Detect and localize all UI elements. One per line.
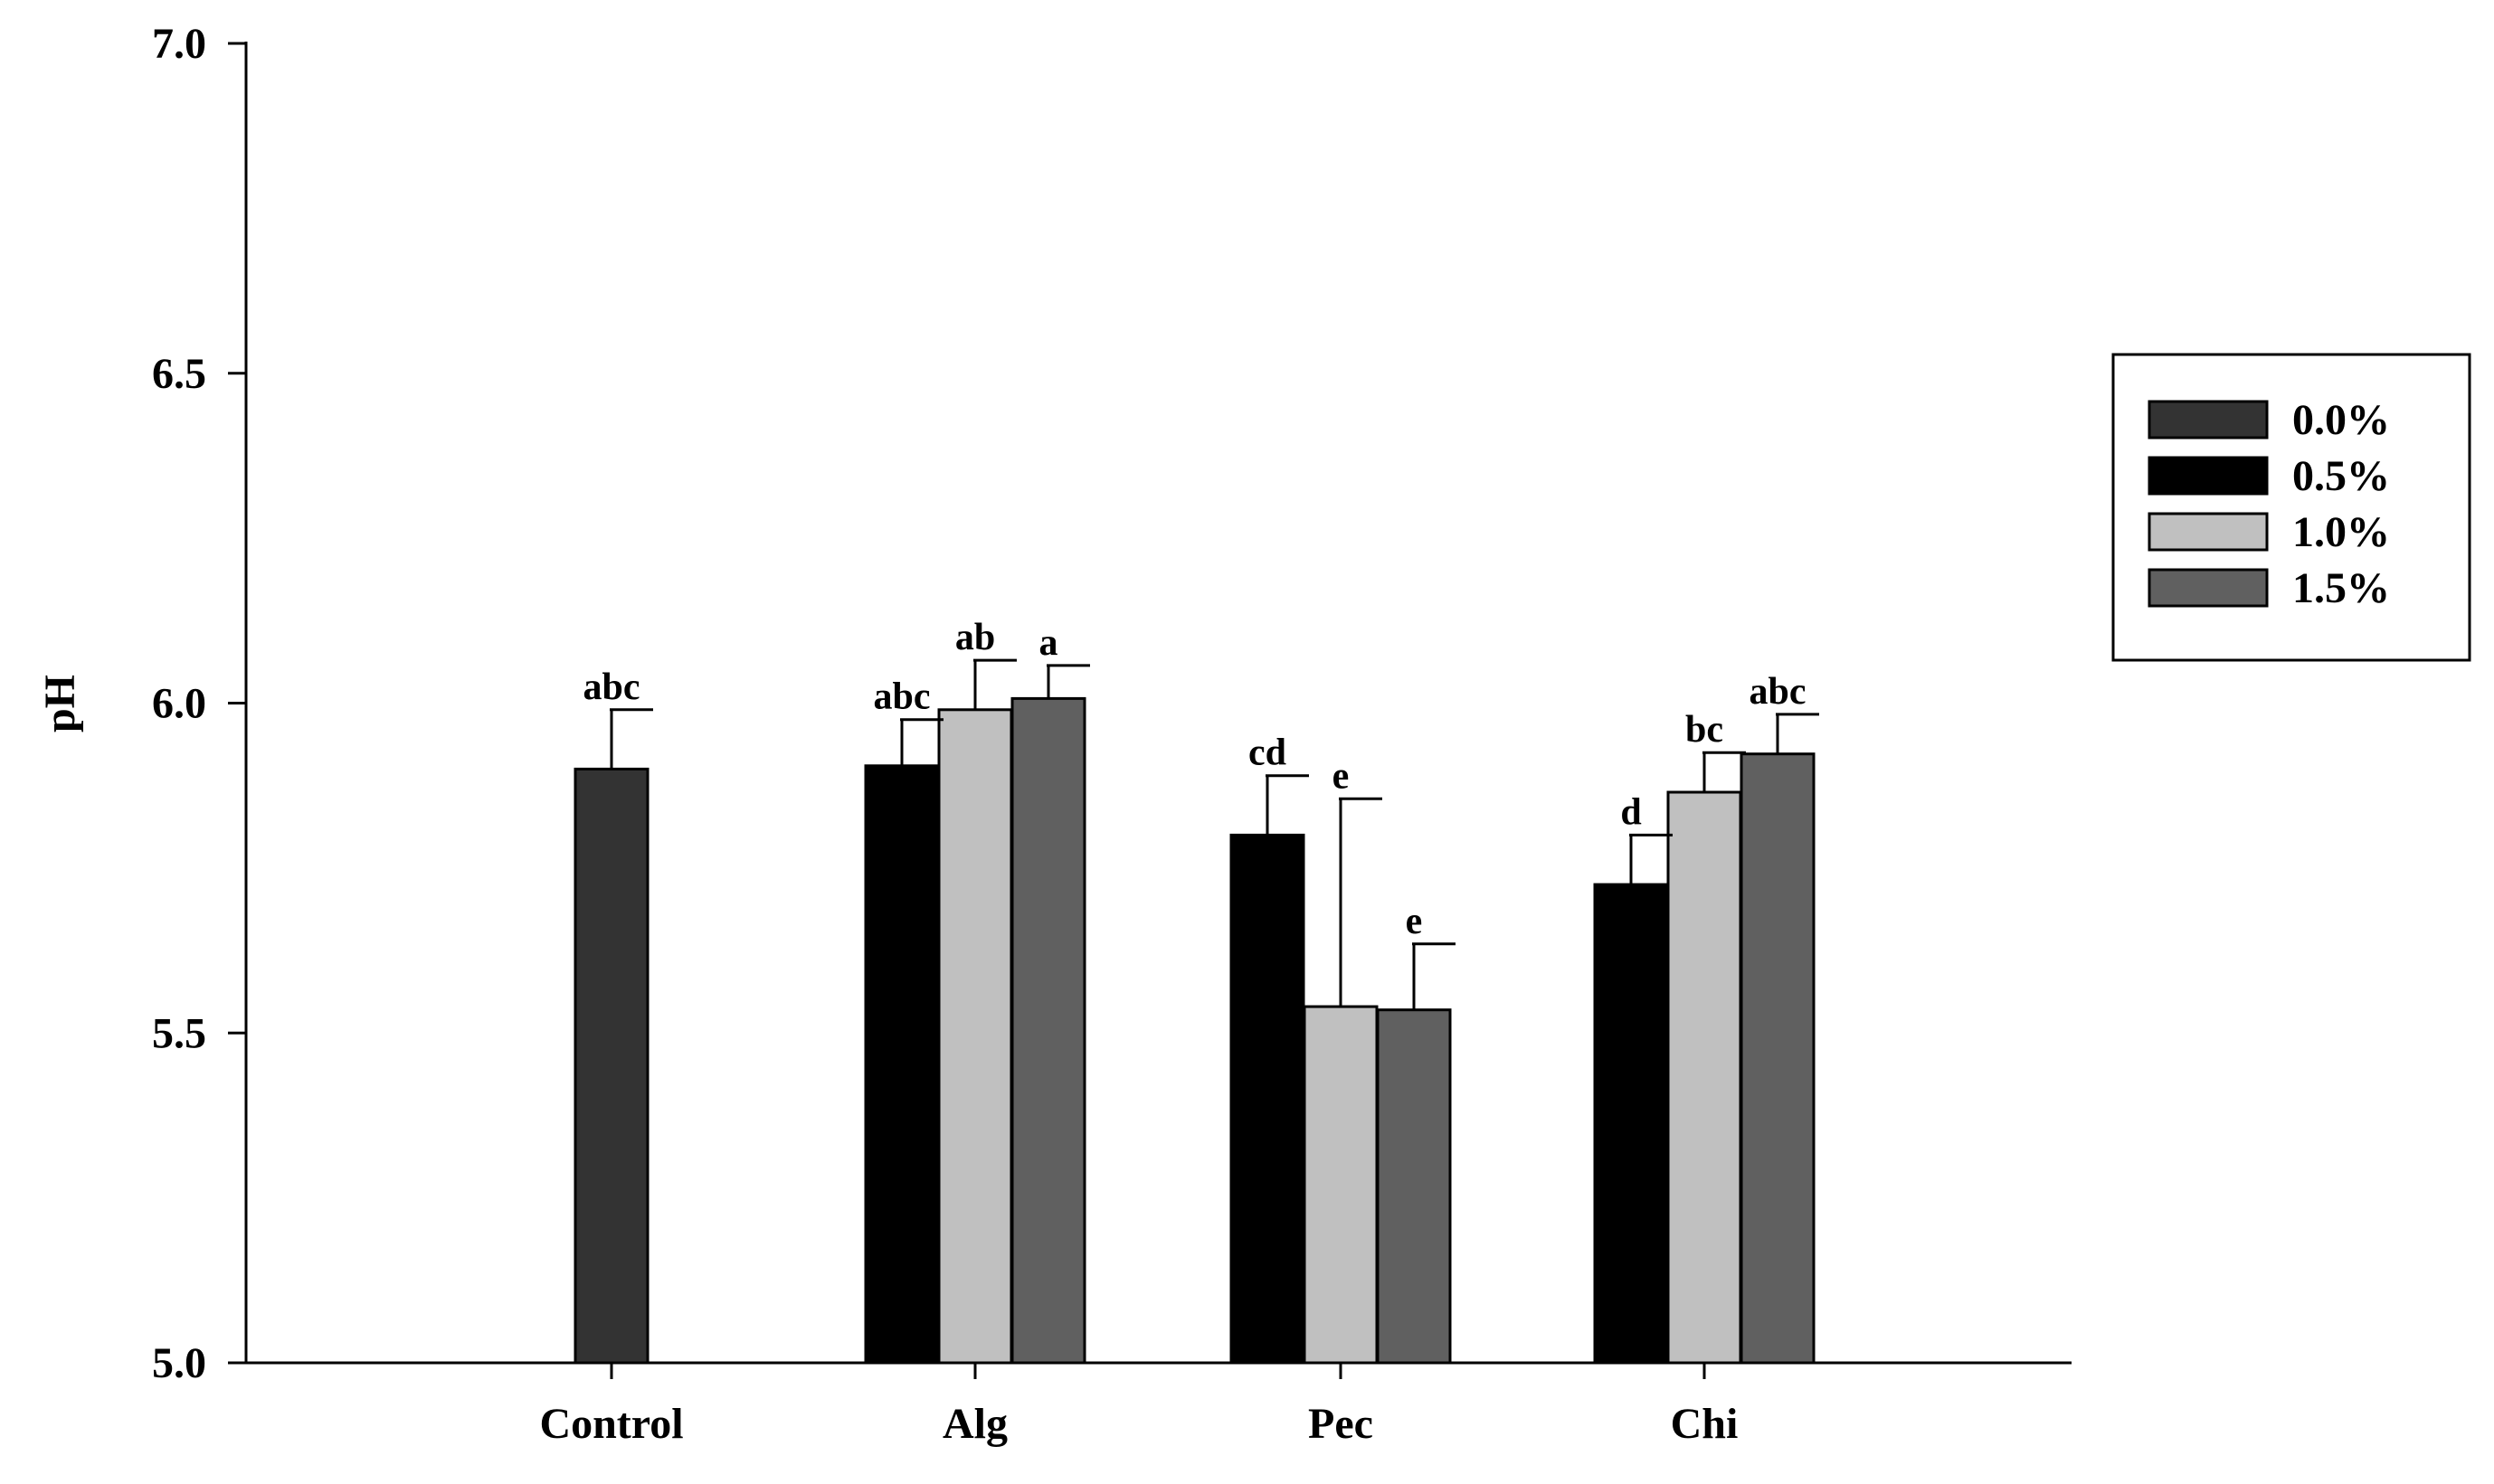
y-tick-label: 5.5 xyxy=(152,1009,206,1057)
y-tick-label: 6.5 xyxy=(152,350,206,398)
x-tick-label: Control xyxy=(539,1400,683,1448)
axes-layer: Control Alg Pec Chi 5.0 5.5 6.0 6.5 7.0 xyxy=(152,20,2072,1448)
bar-chi-0.5pct xyxy=(1593,883,1669,1365)
legend-label: 0.5% xyxy=(2292,452,2390,500)
legend-swatch xyxy=(2148,568,2269,608)
legend-box xyxy=(2111,353,2471,662)
bar-pec-0.5pct xyxy=(1229,833,1305,1365)
significance-letter: ab xyxy=(955,617,995,658)
significance-letter: d xyxy=(1620,791,1641,833)
legend-label: 1.0% xyxy=(2292,508,2390,556)
significance-letter: bc xyxy=(1685,709,1723,751)
bar-alg-1.0pct xyxy=(937,708,1013,1365)
bar-chi-1.0pct xyxy=(1666,790,1742,1365)
y-axis-label: pH xyxy=(36,675,84,733)
significance-letter: e xyxy=(1406,901,1423,942)
significance-letter: e xyxy=(1332,755,1350,797)
bar-control-0.0pct xyxy=(574,767,650,1365)
legend-swatch xyxy=(2148,512,2269,552)
y-tick-label: 7.0 xyxy=(152,20,206,68)
error-bars-layer xyxy=(610,658,1819,1010)
significance-letter: abc xyxy=(1750,671,1806,713)
x-tick-label: Pec xyxy=(1308,1400,1373,1448)
bars-layer xyxy=(574,696,1816,1365)
y-tick-label: 5.0 xyxy=(152,1339,206,1387)
bar-alg-1.5pct xyxy=(1010,696,1086,1365)
significance-letter: a xyxy=(1039,622,1058,664)
significance-letter: abc xyxy=(874,676,931,718)
legend-label: 1.5% xyxy=(2292,564,2390,612)
x-tick-label: Chi xyxy=(1671,1400,1739,1448)
bar-pec-1.5pct xyxy=(1376,1008,1452,1365)
significance-letter: cd xyxy=(1248,733,1286,774)
legend-swatch xyxy=(2148,400,2269,440)
legend-label: 0.0% xyxy=(2292,396,2390,444)
bar-chi-1.5pct xyxy=(1740,752,1816,1365)
x-tick-label: Alg xyxy=(943,1400,1008,1448)
y-tick-label: 6.0 xyxy=(152,680,206,728)
significance-letter: abc xyxy=(583,666,640,708)
bar-pec-1.0pct xyxy=(1303,1005,1379,1365)
legend-swatch xyxy=(2148,456,2269,496)
bar-alg-0.5pct xyxy=(864,764,940,1365)
legend: 0.0% 0.5% 1.0% 1.5% xyxy=(2111,353,2471,662)
